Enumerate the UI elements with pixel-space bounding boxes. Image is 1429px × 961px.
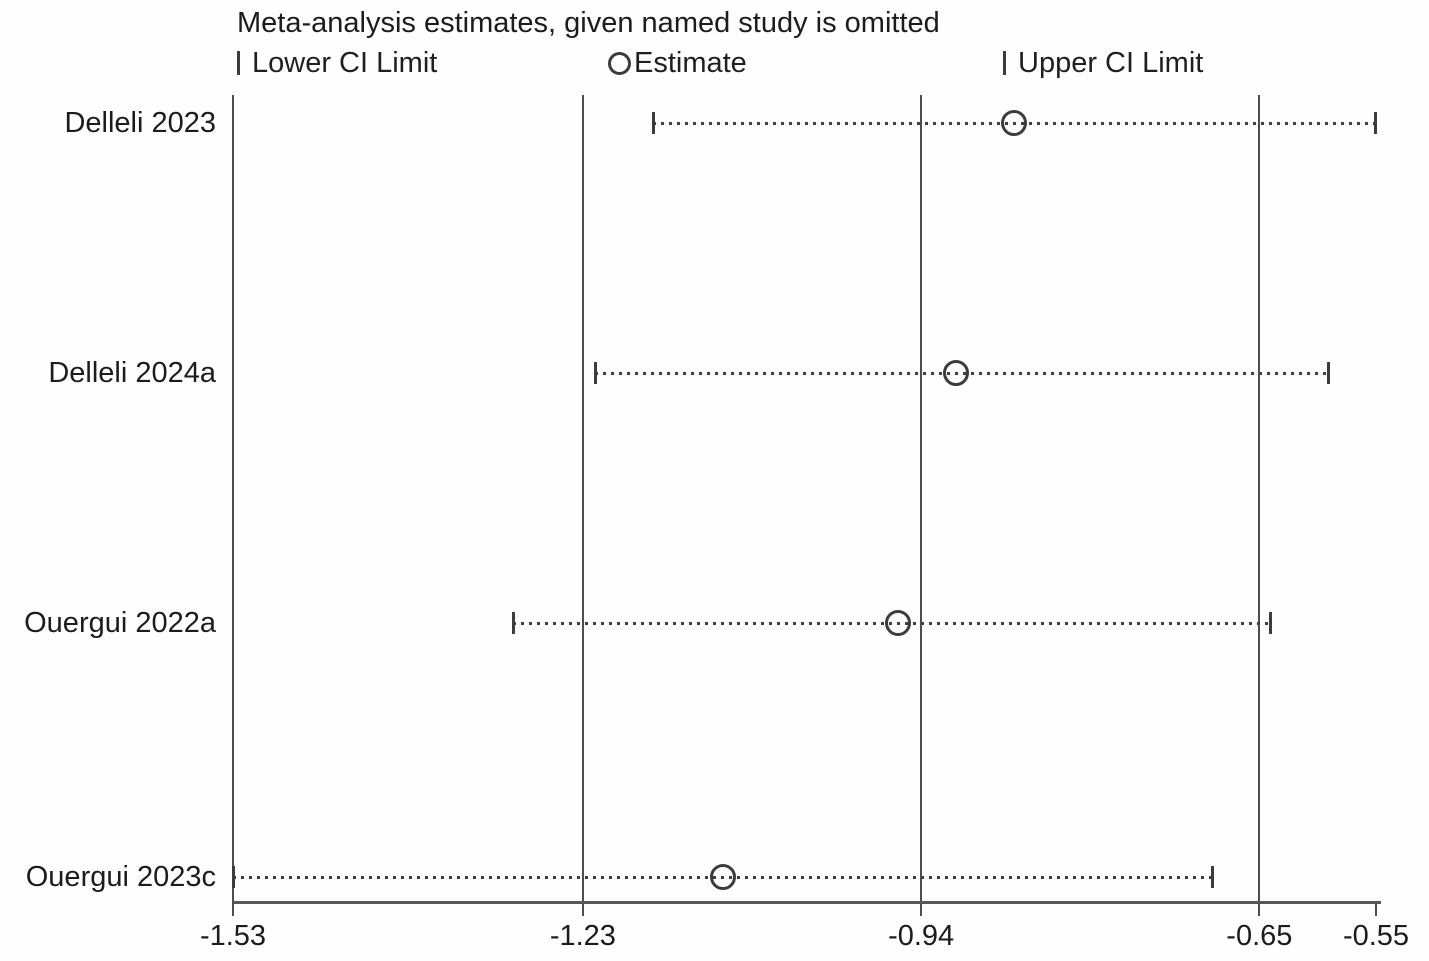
estimate-marker xyxy=(709,864,736,890)
x-tick xyxy=(1375,903,1377,916)
x-tick-label: -1.23 xyxy=(549,920,616,952)
y-axis xyxy=(232,95,234,916)
estimate-marker-icon xyxy=(608,51,631,75)
x-tick xyxy=(581,903,584,916)
chart-title: Meta-analysis estimates, given named stu… xyxy=(237,7,940,39)
x-tick xyxy=(1258,903,1261,916)
estimate-marker xyxy=(1001,110,1028,136)
reference-line xyxy=(920,95,923,903)
x-tick-label: -0.94 xyxy=(888,920,955,952)
ci-upper-cap xyxy=(1269,612,1273,634)
ci-lower-cap xyxy=(511,612,515,634)
ci-lower-cap xyxy=(232,866,235,888)
x-axis xyxy=(233,901,1381,904)
legend-lower-ci-label: Lower CI Limit xyxy=(252,47,438,79)
legend-item-estimate: Estimate xyxy=(608,46,747,80)
study-label: Ouergui 2023c xyxy=(25,861,216,893)
legend-upper-ci-label: Upper CI Limit xyxy=(1018,47,1204,79)
estimate-marker xyxy=(943,360,970,386)
x-tick-label: -1.53 xyxy=(199,920,267,952)
legend-estimate-label: Estimate xyxy=(634,47,747,79)
x-tick-label: -0.65 xyxy=(1226,920,1293,952)
ci-lower-cap xyxy=(651,112,655,134)
estimate-marker xyxy=(884,610,911,636)
reference-line xyxy=(1258,95,1261,903)
ci-upper-cap xyxy=(1327,362,1331,384)
lower-ci-marker-icon xyxy=(237,51,240,75)
legend-item-lower-ci: Lower CI Limit xyxy=(237,46,437,80)
ci-lower-cap xyxy=(593,362,597,384)
study-label: Delleli 2023 xyxy=(64,107,216,139)
x-tick xyxy=(920,903,923,916)
ci-upper-cap xyxy=(1210,866,1214,888)
study-label: Ouergui 2022a xyxy=(24,607,216,639)
upper-ci-marker-icon xyxy=(1003,51,1006,75)
legend-item-upper-ci: Upper CI Limit xyxy=(1003,46,1203,80)
study-label: Delleli 2024a xyxy=(48,357,216,389)
x-tick xyxy=(232,903,234,916)
x-tick-label: -0.55 xyxy=(1342,920,1410,952)
reference-line xyxy=(581,95,584,903)
ci-upper-cap xyxy=(1374,112,1377,134)
